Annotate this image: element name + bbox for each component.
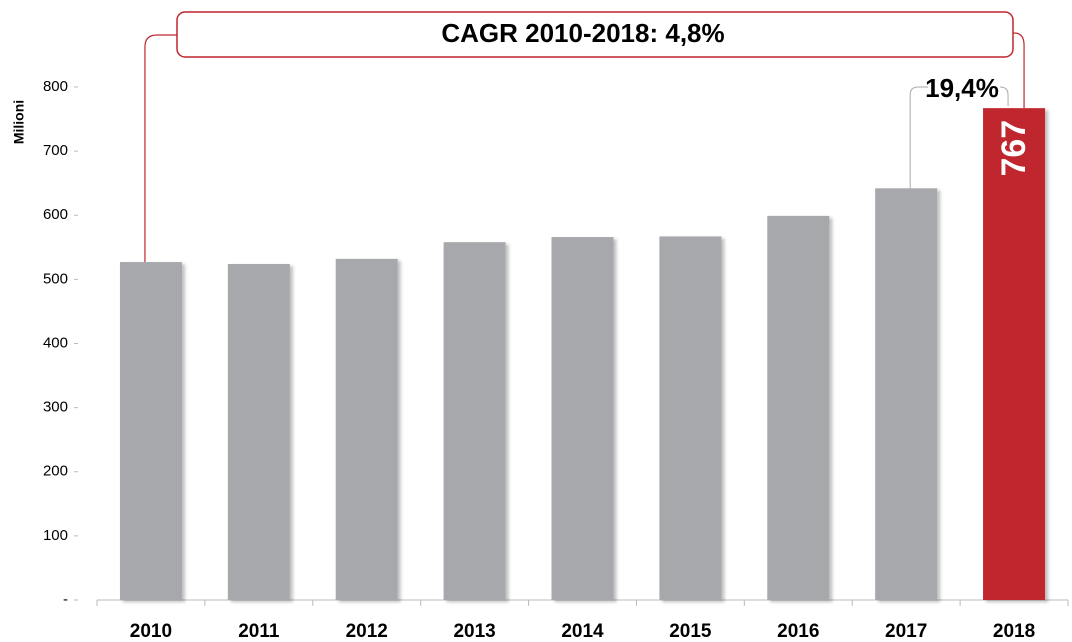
bar [119, 262, 182, 600]
x-tick-label: 2016 [777, 621, 819, 642]
x-tick-label: 2017 [885, 621, 927, 642]
x-tick-label: 2014 [561, 621, 604, 642]
x-tick-label: 2013 [453, 621, 495, 642]
y-tick-label: 800 [43, 78, 68, 95]
cagr-annotation: CAGR 2010-2018: 4,8% [441, 18, 724, 48]
y-axis-label: Milioni [11, 100, 27, 144]
y-tick-label: 600 [43, 206, 68, 223]
bar [335, 258, 398, 600]
bar [227, 263, 290, 600]
y-tick-label: 300 [43, 399, 68, 416]
y-tick-label: 100 [43, 527, 68, 544]
x-tick-label: 2010 [130, 621, 172, 642]
x-tick-label: 2018 [993, 621, 1035, 642]
y-tick-label: 200 [43, 463, 68, 480]
bar [983, 108, 1046, 600]
bar [551, 237, 614, 601]
bar [443, 242, 506, 600]
x-tick-label: 2012 [346, 621, 388, 642]
cagr-bracket [144, 32, 1025, 263]
bar [659, 236, 722, 600]
value-label: 767 [995, 120, 1033, 177]
growth-bracket [909, 86, 1009, 189]
x-tick-label: 2011 [238, 621, 280, 642]
y-tick-label: 400 [43, 334, 68, 351]
bar [875, 188, 938, 600]
y-tick-label: 500 [43, 270, 68, 287]
y-tick-label: - [63, 591, 68, 608]
growth-annotation: 19,4% [925, 73, 999, 103]
bar [767, 215, 830, 601]
x-tick-label: 2015 [669, 621, 712, 642]
y-tick-label: 700 [43, 142, 68, 159]
